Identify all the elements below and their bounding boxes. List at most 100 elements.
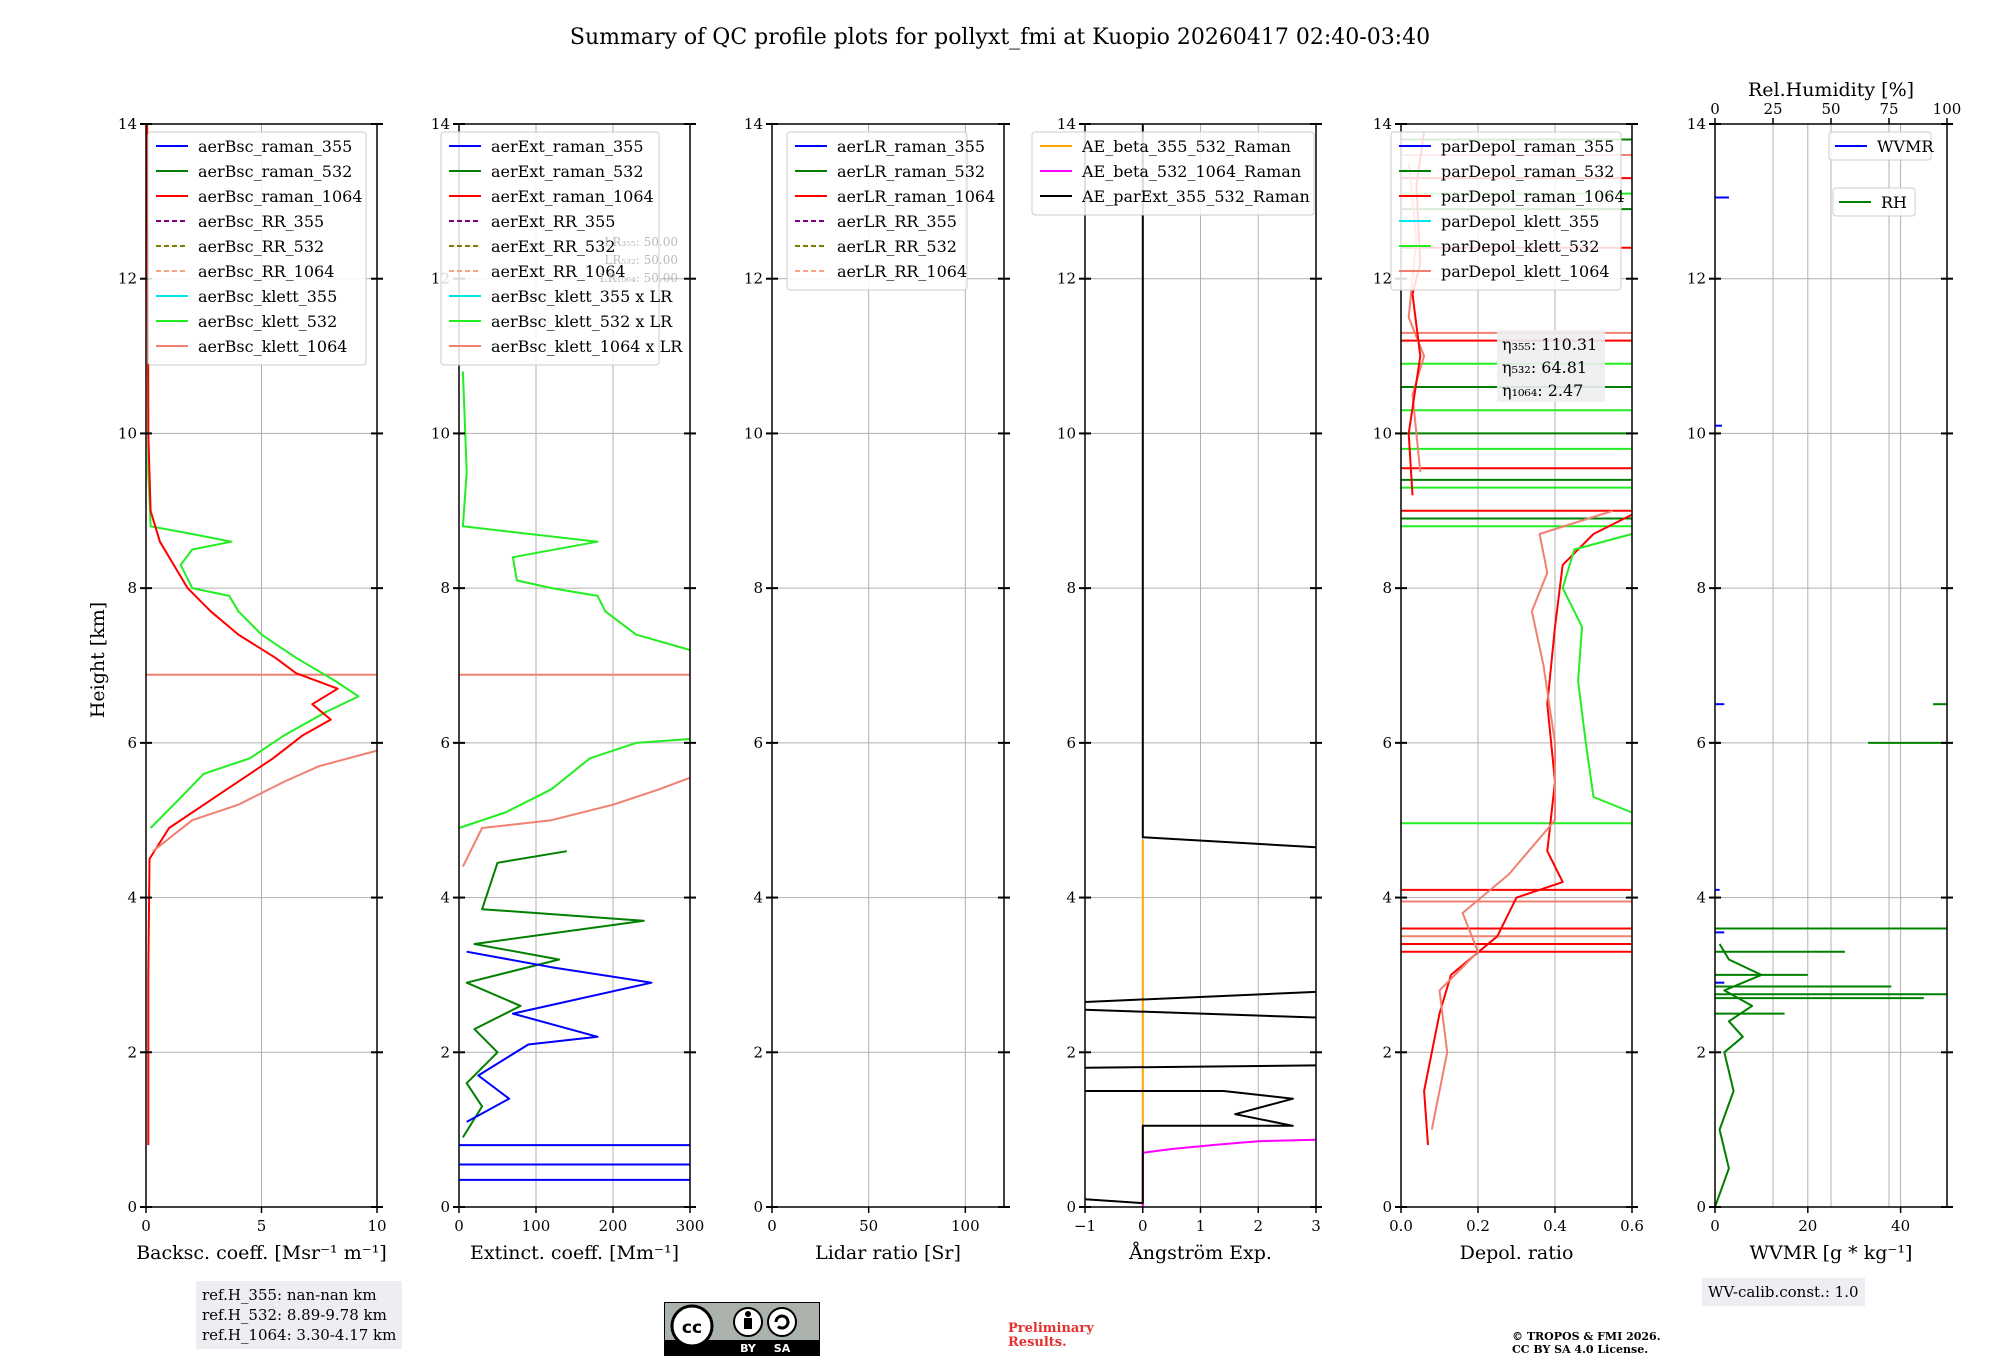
plot-frame bbox=[458, 123, 691, 1208]
y-tick-label: 6 bbox=[1382, 734, 1392, 752]
y-tick-label: 2 bbox=[440, 1043, 450, 1061]
y-tick-label: 0 bbox=[753, 1198, 763, 1216]
x-axis-label: Extinct. coeff. [Mm⁻¹] bbox=[470, 1242, 679, 1264]
legend-entry: aerLR_RR_532 bbox=[837, 237, 957, 256]
legend-entry: AE_beta_532_1064_Raman bbox=[1081, 162, 1301, 181]
y-tick-label: 4 bbox=[1066, 889, 1076, 907]
x-tick-label: 20 bbox=[1798, 1217, 1817, 1235]
series-ae-parext-355-532-raman bbox=[1141, 124, 1317, 849]
x-tick-label: 40 bbox=[1891, 1217, 1910, 1235]
y-tick-label: 0 bbox=[440, 1198, 450, 1216]
x-tick-label: 300 bbox=[676, 1217, 705, 1235]
cc-by-label: BY bbox=[740, 1342, 757, 1355]
legend-entry: aerExt_RR_532 bbox=[491, 237, 615, 256]
eta-label: η₃₅₅: 110.31 bbox=[1502, 335, 1597, 354]
plot-frame bbox=[1400, 123, 1633, 1208]
x-tick-label: 0 bbox=[141, 1217, 151, 1235]
legend-entry: aerLR_raman_355 bbox=[837, 137, 985, 156]
panel-depol: 0 2 4 6 8 10 12 14 0.0 0.2 0.4 0.6 Depol. ratio parDe… bbox=[1373, 115, 1644, 1264]
by-person-body bbox=[744, 1318, 752, 1329]
cc-logo-text: cc bbox=[682, 1318, 702, 1338]
legend-entry: parDepol_raman_1064 bbox=[1441, 187, 1625, 206]
panel-bsc: 0 2 4 6 8 10 12 14 0 5 10 Backsc. coeff. [Msr⁻¹ m⁻¹… bbox=[118, 115, 387, 1264]
y-tick-label: 14 bbox=[1373, 115, 1392, 133]
copyright-line-2: CC BY SA 4.0 License. bbox=[1512, 1343, 1649, 1356]
legend-entry: aerExt_raman_355 bbox=[491, 137, 644, 156]
legend-entry: AE_beta_355_532_Raman bbox=[1081, 137, 1291, 156]
y-tick-label: 10 bbox=[1373, 424, 1392, 442]
x-tick-label: 0.6 bbox=[1620, 1217, 1644, 1235]
x-tick-label: 0.0 bbox=[1389, 1217, 1413, 1235]
series-ae-parext-355-532-raman bbox=[1084, 1090, 1294, 1205]
y-tick-label: 12 bbox=[1687, 270, 1706, 288]
legend-entry: RH bbox=[1881, 193, 1907, 212]
legend: parDepol_raman_355 parDepol_raman_532 parD… bbox=[1390, 131, 1625, 291]
copyright-notice: © TROPOS & FMI 2026. CC BY SA 4.0 Licens… bbox=[1512, 1330, 1661, 1356]
series-aerext-raman-532 bbox=[462, 850, 645, 1138]
series-aerbsc-klett-532-x-lr bbox=[458, 738, 691, 829]
x-tick-label: 0 bbox=[1138, 1217, 1148, 1235]
x-tick-label: 100 bbox=[951, 1217, 980, 1235]
legend-box bbox=[440, 131, 660, 366]
top-x-tick-label: 0 bbox=[1710, 100, 1720, 118]
cc-by-sa-badge: cc BY SA bbox=[664, 1302, 820, 1356]
legend-entry: AE_parExt_355_532_Raman bbox=[1081, 187, 1310, 206]
y-tick-label: 14 bbox=[1057, 115, 1076, 133]
legend-entry: aerBsc_klett_532 bbox=[198, 312, 337, 331]
legend-entry: aerBsc_raman_355 bbox=[198, 137, 352, 156]
y-tick-label: 8 bbox=[1382, 579, 1392, 597]
y-tick-label: 4 bbox=[1382, 889, 1392, 907]
series-aerext-raman-355 bbox=[466, 950, 653, 1123]
x-tick-label: 50 bbox=[859, 1217, 878, 1235]
y-tick-label: 4 bbox=[127, 889, 137, 907]
sa-arrow bbox=[774, 1314, 790, 1330]
eta-label: η₁₀₆₄: 2.47 bbox=[1502, 381, 1583, 400]
legend-entry: aerBsc_raman_532 bbox=[198, 162, 352, 181]
y-tick-label: 6 bbox=[127, 734, 137, 752]
legend-entry: aerBsc_klett_1064 bbox=[198, 337, 347, 356]
y-tick-label: 10 bbox=[744, 424, 763, 442]
legend: aerExt_raman_355 aerExt_raman_532 aerExt_r… bbox=[440, 131, 683, 366]
y-tick-label: 8 bbox=[1066, 579, 1076, 597]
lidar-ratio-label: LR₃₅₅: 50.00 bbox=[604, 235, 678, 249]
series-pardepol-raman-1064 bbox=[1423, 513, 1633, 1146]
x-tick-label: 2 bbox=[1253, 1217, 1263, 1235]
y-tick-label: 2 bbox=[127, 1043, 137, 1061]
legend-entry: aerBsc_klett_532 x LR bbox=[491, 312, 673, 331]
legend-entry: aerLR_RR_1064 bbox=[837, 262, 967, 281]
y-tick-label: 8 bbox=[1696, 579, 1706, 597]
eta-label: η₅₃₂: 64.81 bbox=[1502, 358, 1587, 377]
legend-entry: parDepol_klett_355 bbox=[1441, 212, 1599, 231]
x-axis-label: WVMR [g * kg⁻¹] bbox=[1750, 1242, 1913, 1264]
y-tick-label: 10 bbox=[1057, 424, 1076, 442]
x-axis-label: Ångström Exp. bbox=[1128, 1242, 1272, 1264]
ref-height-355: ref.H_355: nan-nan km bbox=[202, 1286, 377, 1304]
series-ae-parext-355-532-raman bbox=[1084, 1064, 1317, 1069]
legend-rh: RH bbox=[1832, 187, 1916, 217]
y-tick-label: 8 bbox=[127, 579, 137, 597]
top-x-tick-label: 25 bbox=[1763, 100, 1782, 118]
legend-entry: aerLR_raman_532 bbox=[837, 162, 985, 181]
y-tick-label: 14 bbox=[118, 115, 137, 133]
x-axis-label: Lidar ratio [Sr] bbox=[815, 1242, 961, 1264]
legend-box bbox=[1031, 131, 1315, 216]
series-ae-parext-355-532-raman bbox=[1084, 990, 1317, 1003]
y-tick-label: 14 bbox=[744, 115, 763, 133]
ref-height-1064: ref.H_1064: 3.30-4.17 km bbox=[202, 1326, 397, 1344]
top-x-axis-label: Rel.Humidity [%] bbox=[1748, 79, 1914, 101]
series-aerbsc-klett-532-x-lr bbox=[461, 371, 691, 651]
lidar-ratio-label: LR₁₀₆₄: 50.00 bbox=[600, 271, 678, 285]
series-ae-beta-532-1064-raman bbox=[1141, 1138, 1317, 1207]
legend-entry: aerExt_raman_1064 bbox=[491, 187, 654, 206]
lidar-ratio-label: LR₅₃₂: 50.00 bbox=[604, 253, 678, 267]
cc-logo-icon bbox=[670, 1304, 714, 1348]
x-tick-label: 0 bbox=[1710, 1217, 1720, 1235]
y-tick-label: 0 bbox=[1696, 1198, 1706, 1216]
legend-entry: aerBsc_raman_1064 bbox=[198, 187, 363, 206]
legend-entry: parDepol_raman_355 bbox=[1441, 137, 1614, 156]
panel-lr: 0 2 4 6 8 10 12 14 0 50 100 Lidar ratio [Sr] aerLR_r… bbox=[744, 115, 1010, 1264]
series-pardepol-klett-1064 bbox=[1430, 509, 1614, 1130]
y-axis-label: Height [km] bbox=[87, 602, 109, 718]
y-tick-label: 2 bbox=[753, 1043, 763, 1061]
